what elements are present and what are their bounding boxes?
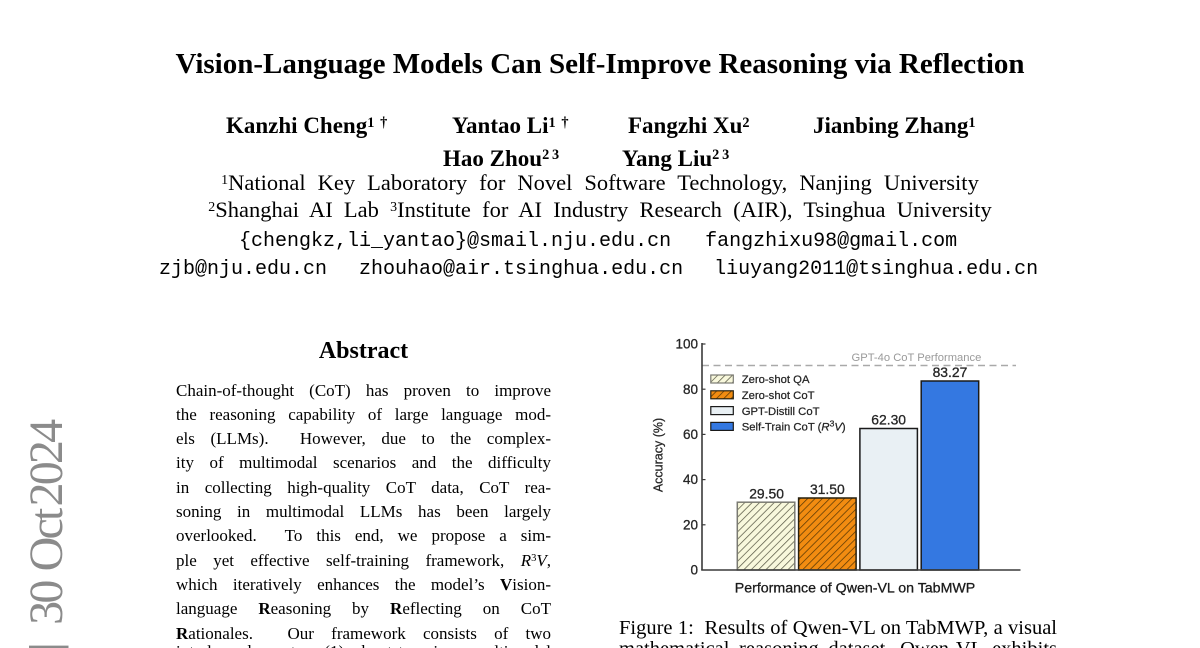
svg-text:83.27: 83.27 (933, 364, 968, 380)
svg-text:0: 0 (690, 563, 698, 578)
svg-text:Zero-shot QA: Zero-shot QA (742, 374, 810, 386)
svg-text:29.50: 29.50 (749, 486, 784, 502)
svg-text:100: 100 (675, 337, 698, 352)
svg-text:40: 40 (683, 472, 698, 487)
svg-text:20: 20 (683, 517, 698, 532)
svg-text:31.50: 31.50 (810, 481, 845, 497)
svg-text:Zero-shot CoT: Zero-shot CoT (742, 390, 815, 402)
svg-text:Accuracy (%): Accuracy (%) (652, 418, 666, 492)
svg-text:Self-Train CoT (R3V): Self-Train CoT (R3V) (742, 419, 846, 434)
svg-text:Performance of Qwen-VL on TabM: Performance of Qwen-VL on TabMWP (735, 581, 976, 597)
svg-text:60: 60 (683, 427, 698, 442)
svg-text:GPT-4o CoT Performance: GPT-4o CoT Performance (852, 352, 982, 364)
svg-text:GPT-Distill CoT: GPT-Distill CoT (742, 406, 820, 418)
svg-text:62.30: 62.30 (871, 412, 906, 428)
svg-text:80: 80 (683, 382, 698, 397)
